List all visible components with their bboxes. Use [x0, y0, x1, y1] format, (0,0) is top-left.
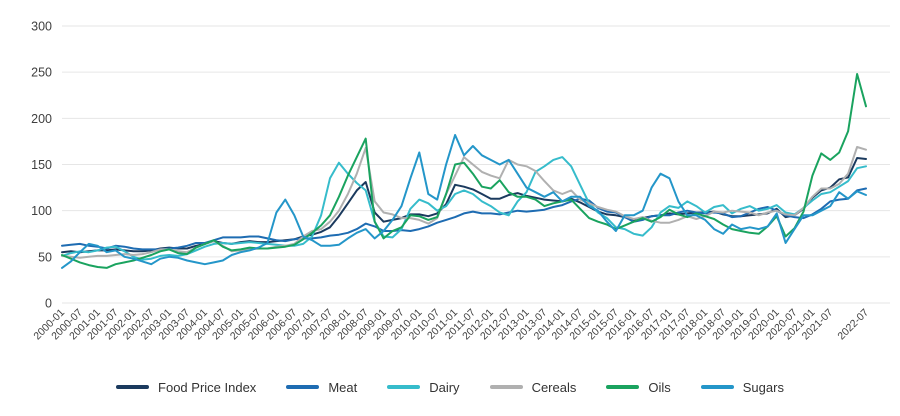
chart-canvas: 0 50 100 150 200 250 300 2000-012000-072001-01… [31, 20, 890, 343]
legend-swatch-icon [286, 384, 320, 390]
x-axis-labels: 2000-012000-072001-012001-072002-012002-… [31, 307, 871, 343]
legend-item-food-price-index[interactable]: Food Price Index [116, 381, 256, 394]
chart-legend: Food Price Index Meat Dairy Cereals Oils Suga… [0, 374, 900, 400]
y-axis-labels: 0 50 100 150 200 250 300 [31, 20, 52, 311]
legend-swatch-icon [700, 384, 734, 390]
series-line-dairy [61, 156, 867, 261]
legend-swatch-icon [606, 384, 640, 390]
legend-swatch-icon [387, 384, 421, 390]
y-tick-label: 250 [31, 66, 52, 80]
legend-label: Cereals [531, 379, 577, 395]
legend-swatch-icon [489, 384, 523, 390]
series-line-sugars [61, 134, 867, 269]
y-tick-label: 0 [45, 297, 52, 311]
legend-swatch-icon [116, 384, 150, 390]
legend-item-sugars[interactable]: Sugars [700, 379, 784, 395]
legend-label: Sugars [742, 379, 784, 395]
y-tick-label: 150 [31, 158, 52, 172]
legend-item-meat[interactable]: Meat [286, 381, 357, 394]
y-tick-label: 50 [38, 250, 52, 264]
legend-item-dairy[interactable]: Dairy [387, 379, 460, 395]
y-tick-label: 300 [31, 20, 52, 34]
gridlines [62, 25, 890, 304]
y-tick-label: 200 [31, 112, 52, 126]
legend-item-oils[interactable]: Oils [606, 379, 671, 395]
series-lines [61, 73, 867, 269]
x-tick-label: 2022-07 [835, 307, 871, 343]
legend-label: Food Price Index [158, 379, 257, 395]
y-tick-label: 100 [31, 204, 52, 218]
legend-label: Oils [648, 379, 671, 395]
legend-label: Meat [328, 379, 358, 395]
series-line-food-price-index [61, 157, 867, 254]
legend-label: Dairy [429, 379, 460, 395]
series-line-meat [61, 187, 867, 251]
legend-item-cereals[interactable]: Cereals [489, 379, 577, 395]
series-line-oils [61, 73, 867, 269]
